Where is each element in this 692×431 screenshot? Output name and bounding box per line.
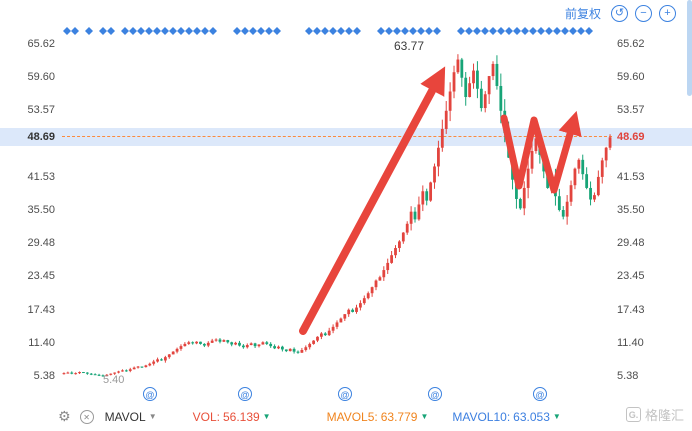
current-price-label-right: 48.69: [617, 131, 645, 144]
y-axis-label: 41.53: [27, 170, 55, 183]
y-axis-label: 41.53: [617, 170, 645, 183]
y-axis-label: 35.50: [27, 204, 55, 216]
down-triangle-icon: ▼: [262, 412, 271, 421]
chevron-down-icon: ▼: [148, 412, 157, 421]
y-axis-label: 53.57: [617, 104, 645, 117]
y-axis-label: 5.38: [617, 370, 639, 382]
announcement-icon[interactable]: @: [338, 387, 352, 401]
mavol10-value: 63.053: [513, 409, 550, 424]
y-axis-label: 65.62: [617, 38, 645, 50]
y-axis-label: 29.48: [617, 237, 645, 250]
brand-watermark: G. 格隆汇: [625, 405, 684, 424]
brand-name: 格隆汇: [644, 408, 684, 423]
announcement-icon[interactable]: @: [533, 387, 547, 401]
mavol5-value: 63.779: [380, 409, 418, 424]
event-diamond-markers[interactable]: [63, 27, 593, 35]
y-axis-label: 23.45: [617, 270, 645, 283]
brand-logo-icon: G.: [625, 407, 641, 422]
current-price-dashed-line: [62, 136, 612, 138]
y-axis-label: 5.38: [33, 370, 55, 382]
low-annotation: 5.40: [103, 374, 125, 386]
announcement-icon[interactable]: @: [428, 387, 442, 401]
zigzag-arrow: [500, 110, 582, 194]
current-price-band: [0, 128, 692, 147]
vol-label: VOL:: [192, 409, 220, 424]
y-axis-label: 59.60: [27, 71, 55, 84]
candles: [62, 54, 612, 377]
indicator-selector-label: MAVOL: [104, 409, 146, 424]
trend-up-arrow: [299, 66, 446, 335]
y-axis-label: 11.40: [28, 336, 55, 349]
vol-value: 56.139: [222, 409, 260, 424]
y-axis-label: 23.45: [27, 270, 55, 283]
y-axis-label: 35.50: [617, 204, 645, 216]
current-price-label-left: 48.69: [27, 131, 55, 144]
y-axis-label: 17.43: [617, 303, 645, 316]
down-triangle-icon: ▼: [552, 412, 561, 421]
close-indicator-icon[interactable]: ✕: [79, 409, 94, 424]
indicator-toolbar: ⚙ ✕ MAVOL ▼ VOL: 56.139 ▼ MAVOL5: 63.779…: [0, 402, 692, 431]
announcement-icon[interactable]: @: [238, 387, 252, 401]
mavol10-label: MAVOL10:: [452, 409, 511, 424]
settings-gear-icon[interactable]: ⚙: [58, 408, 71, 424]
y-axis-label: 59.60: [617, 71, 645, 84]
y-axis-label: 53.57: [27, 104, 55, 117]
price-adjust-mode-button[interactable]: 前复权: [564, 7, 601, 21]
y-axis-label: 29.48: [27, 237, 55, 250]
vol-readout: VOL: 56.139 ▼: [193, 410, 271, 424]
reset-zoom-icon[interactable]: ↺: [611, 5, 628, 22]
peak-annotation: 63.77: [394, 39, 425, 53]
mavol10-readout: MAVOL10: 63.053 ▼: [452, 410, 560, 424]
y-axis-label: 65.62: [27, 38, 55, 50]
zoom-out-icon[interactable]: −: [635, 5, 652, 22]
announcement-icon[interactable]: @: [143, 387, 157, 401]
scrollbar-thumb[interactable]: [687, 0, 692, 96]
indicator-selector[interactable]: MAVOL ▼: [105, 410, 157, 424]
chart-controls: 前复权 ↺ − +: [565, 5, 676, 22]
zoom-in-icon[interactable]: +: [659, 5, 676, 22]
y-axis-label: 11.40: [617, 336, 644, 349]
y-axis-label: 17.43: [27, 303, 55, 316]
mavol5-label: MAVOL5:: [326, 409, 378, 424]
mavol5-readout: MAVOL5: 63.779 ▼: [327, 410, 429, 424]
down-triangle-icon: ▼: [420, 412, 429, 421]
